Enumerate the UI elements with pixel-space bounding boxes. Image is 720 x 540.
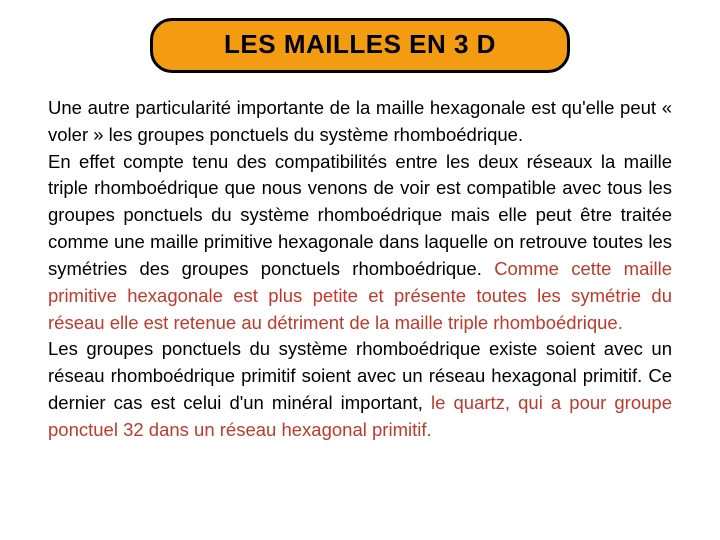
paragraph-2: Les groupes ponctuels du système rhomboé… [48, 336, 672, 443]
text-run: Une autre particularité importante de la… [48, 97, 672, 145]
page-title: LES MAILLES EN 3 D [163, 29, 557, 60]
body-text: Une autre particularité importante de la… [48, 95, 672, 444]
paragraph-1: Une autre particularité importante de la… [48, 95, 672, 336]
slide-page: LES MAILLES EN 3 D Une autre particulari… [0, 0, 720, 540]
title-box: LES MAILLES EN 3 D [150, 18, 570, 73]
